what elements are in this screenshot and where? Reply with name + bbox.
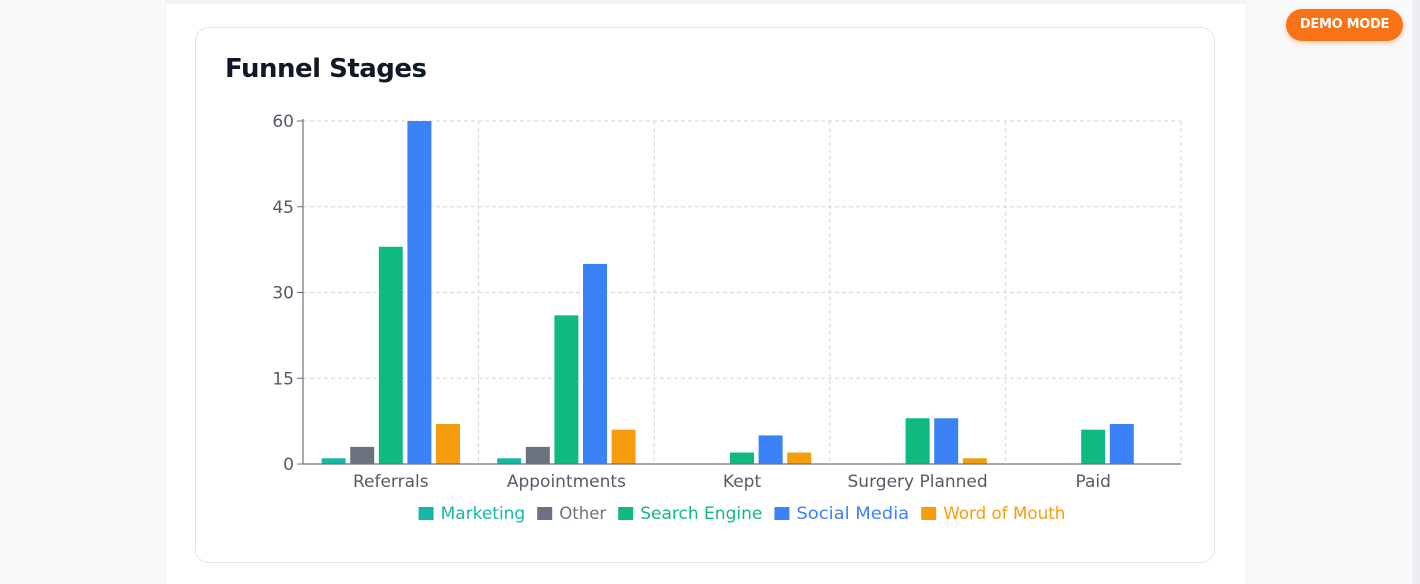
x-tick-label-referrals: Referrals (353, 472, 429, 492)
y-tick-label: 0 (283, 455, 294, 475)
bar-paid-social-media (1109, 423, 1134, 464)
legend-swatch-other (537, 507, 553, 520)
y-tick-label: 45 (272, 198, 294, 218)
x-tick-label-appointments: Appointments (507, 472, 626, 492)
bar-surgery-planned-word-of-mouth (962, 458, 987, 464)
card-title: Funnel Stages (225, 54, 427, 84)
bar-referrals-other (350, 446, 375, 464)
x-tick-label-paid: Paid (1075, 472, 1110, 492)
legend-swatch-search-engine (618, 507, 634, 520)
x-tick-label-kept: Kept (723, 472, 762, 492)
bar-surgery-planned-social-media (934, 418, 959, 464)
legend-label-marketing: Marketing (441, 504, 526, 524)
bar-paid-search-engine (1081, 429, 1106, 464)
scrollbar-track[interactable] (1412, 0, 1420, 584)
bar-appointments-other (525, 446, 550, 464)
bar-kept-word-of-mouth (787, 452, 812, 464)
funnel-stages-card: Funnel Stages (195, 27, 1215, 563)
bar-kept-search-engine (730, 452, 754, 464)
legend-label-social-media: Social Media (796, 504, 909, 524)
legend-swatch-marketing (418, 507, 434, 520)
demo-mode-badge[interactable]: DEMO MODE (1286, 9, 1403, 41)
top-edge (166, 0, 1246, 4)
bar-appointments-word-of-mouth (611, 429, 636, 464)
x-tick-label-surgery-planned: Surgery Planned (848, 472, 988, 492)
legend-label-other: Other (559, 504, 606, 524)
bar-appointments-search-engine (554, 315, 579, 464)
bar-referrals-word-of-mouth (436, 423, 460, 464)
bar-appointments-social-media (583, 263, 607, 464)
legend-label-word-of-mouth: Word of Mouth (943, 504, 1065, 524)
bar-referrals-social-media (407, 121, 432, 464)
left-gutter (0, 0, 166, 584)
y-tick-label: 15 (272, 369, 294, 389)
y-tick-label: 60 (272, 112, 294, 132)
y-tick-label: 30 (272, 284, 294, 304)
bar-kept-social-media (758, 435, 783, 464)
bar-surgery-planned-search-engine (905, 418, 930, 464)
bar-appointments-marketing (497, 458, 522, 464)
legend-swatch-social-media (774, 507, 790, 520)
legend-swatch-word-of-mouth (921, 507, 937, 520)
bar-referrals-marketing (321, 458, 346, 464)
bar-referrals-search-engine (378, 246, 403, 464)
legend-label-search-engine: Search Engine (640, 504, 762, 524)
